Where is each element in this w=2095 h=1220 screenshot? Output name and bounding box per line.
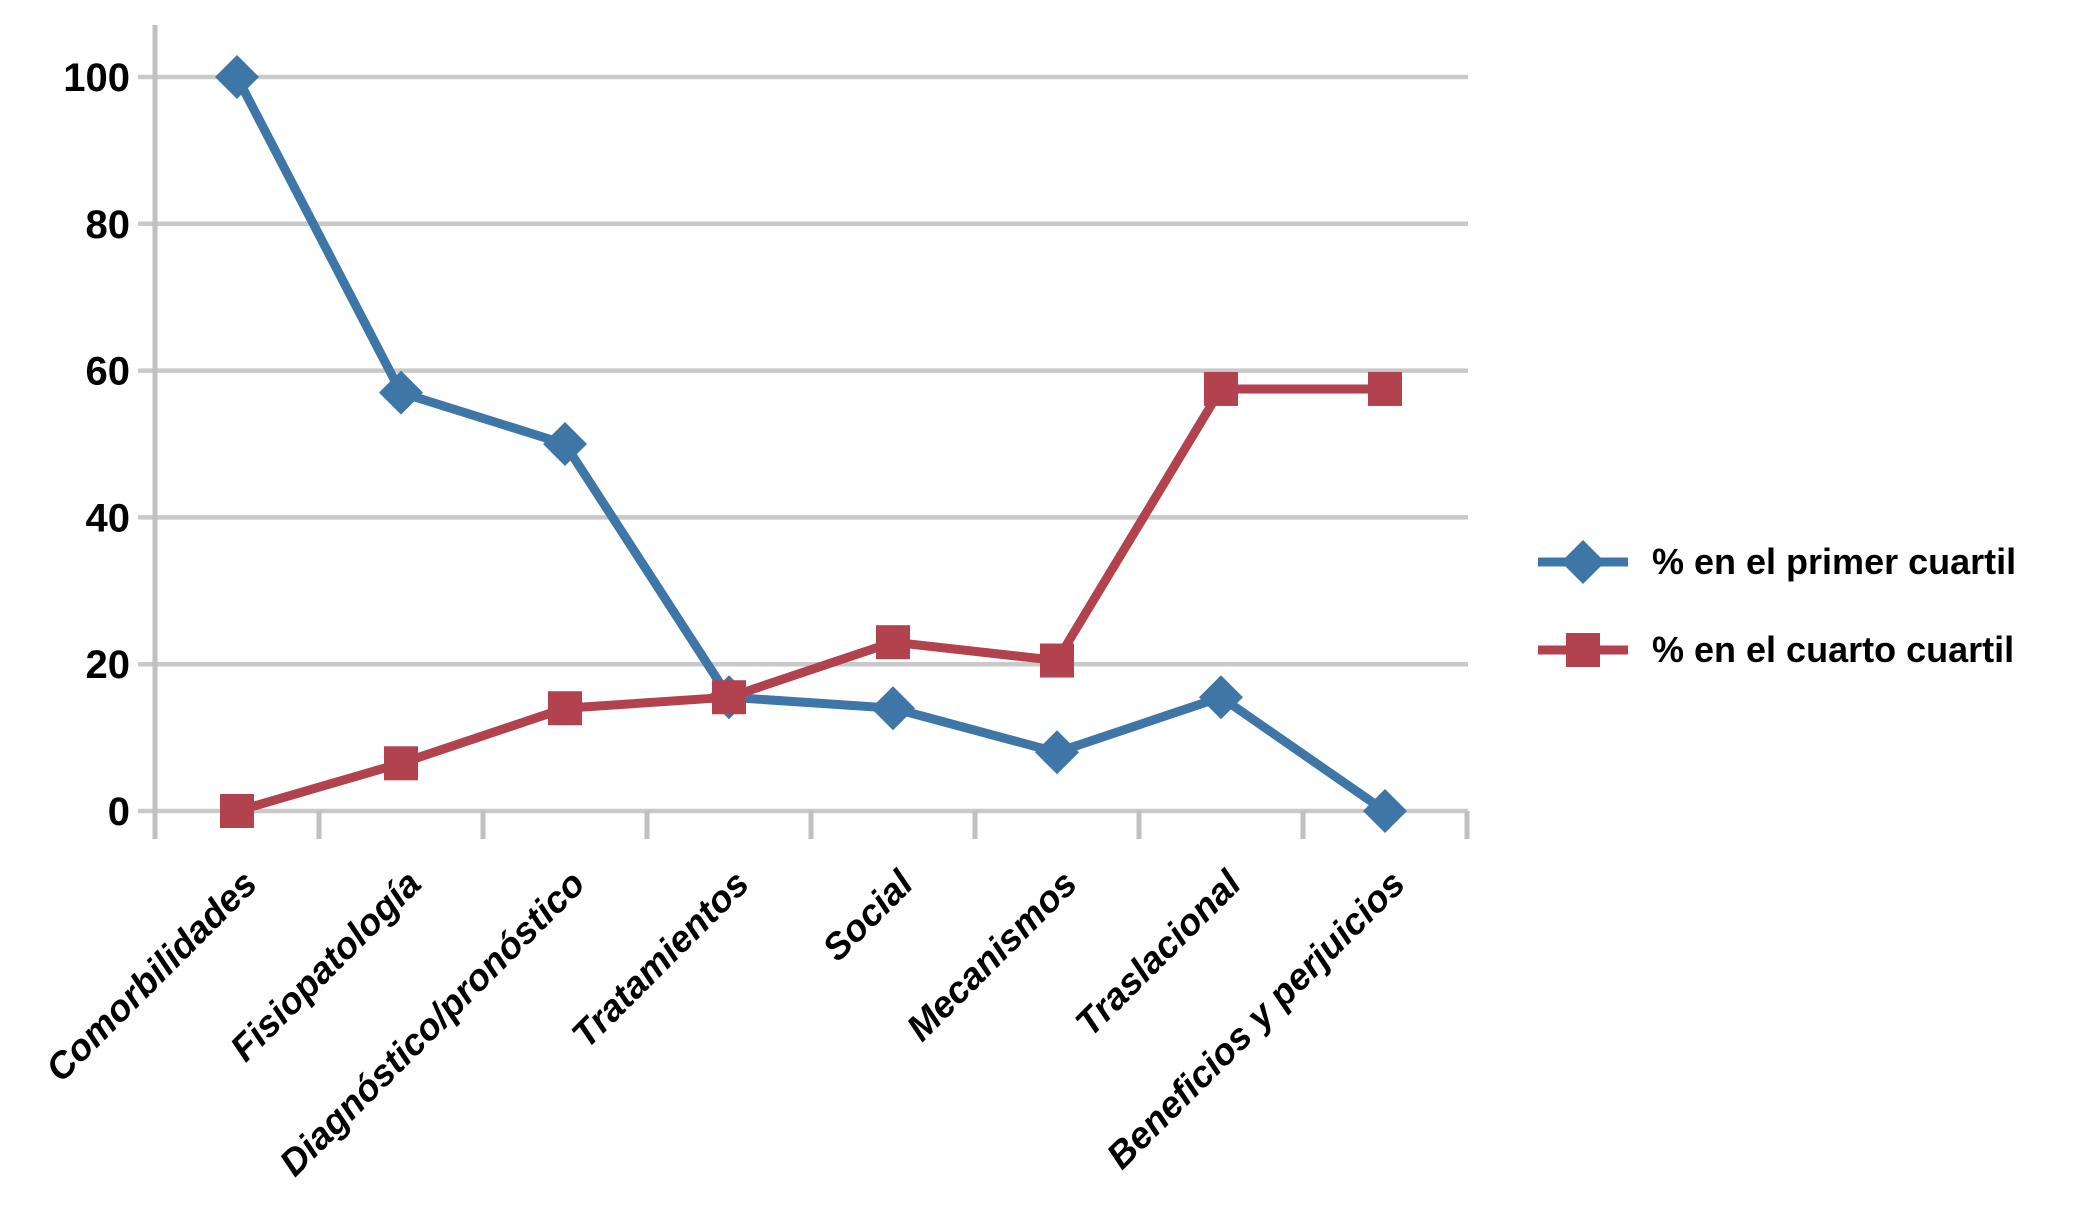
y-tick-label: 60 [86,350,131,394]
x-axis-labels: ComorbilidadesFisiopatologíaDiagnóstico/… [38,862,1413,1184]
x-tick-label: Beneficios y perjuicios [1099,863,1413,1177]
square-marker [384,746,418,781]
x-tick-label: Tratamientos [564,863,757,1056]
diamond-marker [1035,730,1079,775]
diamond-marker [215,55,259,99]
diamond-marker [543,422,587,466]
square-marker [876,625,910,660]
series-line [235,384,1385,816]
x-tick-label: Comorbilidades [38,863,265,1090]
diamond-marker [379,370,423,415]
square-marker-icon [1538,633,1628,667]
square-marker [1204,371,1238,406]
gridlines [138,74,1468,814]
square-marker [548,691,582,726]
diamond-marker [1199,675,1243,720]
square-marker [220,794,254,828]
axes [152,25,1470,839]
legend-item-cuarto-cuartil: % en el cuarto cuartil [1538,626,2016,674]
series-cuarto-cuartil [220,371,1402,828]
x-tick-label: Traslacional [1067,862,1249,1044]
legend-item-primer-cuartil: % en el primer cuartil [1538,538,2016,586]
diamond-marker [871,686,915,731]
y-tick-label: 80 [86,203,131,247]
chart-legend: % en el primer cuartil % en el cuarto cu… [1538,538,2016,674]
diamond-marker [1363,789,1407,833]
y-tick-label: 20 [86,643,131,687]
y-tick-label: 40 [86,496,131,540]
square-marker [712,680,746,715]
square-marker [1040,643,1074,678]
series-line [233,74,1388,815]
x-tick-label: Mecanismos [899,863,1085,1049]
legend-label: % en el cuarto cuartil [1652,629,2015,670]
x-tick-label: Diagnóstico/pronóstico [271,863,592,1184]
diamond-marker-icon [1538,540,1628,584]
series-primer-cuartil [215,55,1407,833]
x-tick-label: Social [815,862,922,969]
square-marker [1368,371,1402,406]
legend-label: % en el primer cuartil [1652,541,2017,582]
y-tick-label: 0 [108,790,130,834]
y-axis-labels: 0 20 40 60 80 100 [63,56,130,834]
y-tick-label: 100 [63,56,130,100]
